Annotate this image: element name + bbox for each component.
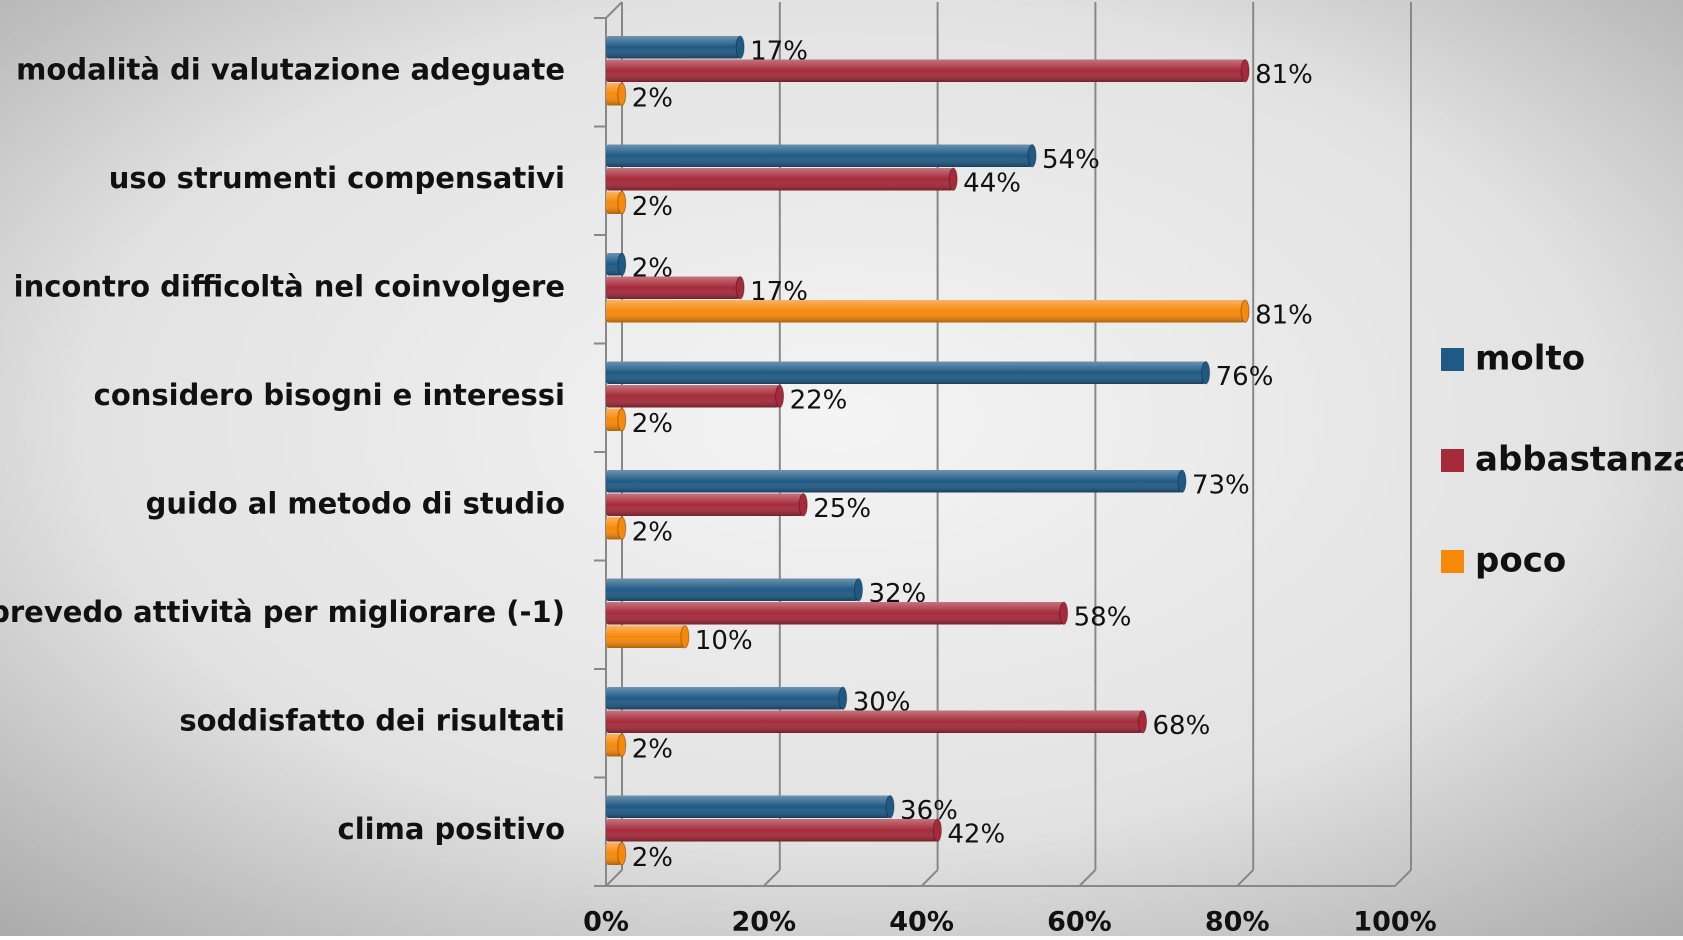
bar-cap bbox=[1240, 59, 1250, 83]
y-tick-label: guido al metodo di studio bbox=[146, 486, 565, 520]
bar-shade bbox=[606, 517, 622, 540]
bar-shade bbox=[606, 687, 843, 710]
y-tick-label: prevedo attività per migliorare (-1) bbox=[0, 595, 565, 629]
x-tick-label: 0% bbox=[583, 907, 629, 937]
bar-cap bbox=[1240, 299, 1250, 323]
bar-shade bbox=[606, 578, 859, 601]
legend-label: molto bbox=[1475, 339, 1585, 379]
bar-shade bbox=[606, 408, 622, 431]
bar-shade bbox=[606, 361, 1206, 384]
y-tick-label: modalità di valutazione adeguate bbox=[16, 52, 565, 86]
legend-swatch bbox=[1441, 348, 1464, 371]
tick-mark bbox=[1078, 869, 1097, 887]
bar-cap bbox=[798, 493, 808, 517]
bar-shade bbox=[606, 144, 1033, 167]
bar-cap bbox=[735, 276, 745, 300]
data-label: 2% bbox=[632, 734, 673, 764]
data-label: 73% bbox=[1192, 470, 1250, 500]
y-tick-label: incontro difficoltà nel coinvolgere bbox=[14, 269, 565, 303]
bar-cap bbox=[617, 733, 627, 757]
tick-mark bbox=[605, 869, 623, 887]
bar-shade bbox=[606, 276, 741, 299]
data-label: 54% bbox=[1042, 145, 1100, 175]
bar-cap bbox=[617, 516, 627, 540]
bar-shade bbox=[606, 191, 622, 214]
x-tick-label: 40% bbox=[889, 907, 954, 937]
bar-shade bbox=[606, 493, 804, 516]
bar-cap bbox=[948, 167, 958, 191]
data-label: 25% bbox=[813, 494, 871, 524]
bar-shade bbox=[606, 470, 1182, 493]
bar-cap bbox=[853, 578, 863, 602]
bar-cap bbox=[838, 686, 848, 710]
data-label: 81% bbox=[1255, 60, 1313, 90]
bar-cap bbox=[1138, 710, 1148, 734]
bar-cap bbox=[932, 818, 942, 842]
bar-cap bbox=[1201, 361, 1211, 385]
tick-mark bbox=[1236, 869, 1254, 887]
x-tick-label: 80% bbox=[1205, 907, 1270, 937]
tick-mark bbox=[763, 869, 781, 887]
bar-shade bbox=[606, 625, 685, 648]
bar-shade bbox=[606, 710, 1143, 733]
data-label: 58% bbox=[1074, 602, 1132, 632]
bar-cap bbox=[617, 82, 627, 106]
data-label: 81% bbox=[1255, 300, 1313, 330]
bar-shade bbox=[606, 602, 1064, 625]
y-tick-label: uso strumenti compensativi bbox=[109, 161, 565, 195]
data-label: 10% bbox=[695, 626, 753, 656]
bar-shade bbox=[606, 795, 891, 818]
y-tick-label: clima positivo bbox=[338, 812, 565, 846]
tick-mark bbox=[920, 869, 939, 887]
bar-cap bbox=[680, 625, 690, 649]
data-label: 68% bbox=[1153, 711, 1211, 741]
y-tick-label: soddisfatto dei risultati bbox=[179, 703, 565, 737]
bar-cap bbox=[1059, 601, 1069, 625]
bar-cap bbox=[617, 191, 627, 215]
bar-shade bbox=[606, 300, 1246, 323]
data-label: 2% bbox=[632, 517, 673, 547]
legend-swatch bbox=[1441, 550, 1464, 573]
data-label: 42% bbox=[947, 819, 1005, 849]
y-tick-label: considero bisogni e interessi bbox=[94, 378, 565, 412]
bar-shade bbox=[606, 59, 1246, 82]
data-label: 2% bbox=[632, 192, 673, 222]
data-label: 44% bbox=[963, 168, 1021, 198]
bar-cap bbox=[775, 384, 785, 408]
bar-shade bbox=[606, 842, 622, 865]
bar-shade bbox=[606, 83, 622, 106]
data-label: 2% bbox=[632, 843, 673, 873]
legend-label: abbastanza bbox=[1475, 440, 1683, 480]
bar-shade bbox=[606, 253, 622, 276]
x-tick-label: 60% bbox=[1047, 907, 1112, 937]
axis-wall bbox=[605, 1, 623, 19]
bar-cap bbox=[617, 252, 627, 276]
data-label: 2% bbox=[632, 83, 673, 113]
x-tick-label: 20% bbox=[731, 907, 796, 937]
data-label: 22% bbox=[790, 385, 848, 415]
bar-shade bbox=[606, 734, 622, 757]
tick-mark bbox=[1394, 869, 1412, 887]
bar-cap bbox=[1027, 144, 1037, 168]
bar-shade bbox=[606, 36, 741, 59]
bar-cap bbox=[617, 842, 627, 866]
legend-label: poco bbox=[1475, 541, 1566, 581]
legend-swatch bbox=[1441, 449, 1464, 472]
data-label: 2% bbox=[632, 409, 673, 439]
bar-cap bbox=[735, 35, 745, 59]
bar-shade bbox=[606, 385, 780, 408]
bar-cap bbox=[885, 795, 895, 819]
data-label: 76% bbox=[1216, 362, 1274, 392]
bar-cap bbox=[1177, 469, 1187, 493]
bar-shade bbox=[606, 819, 938, 842]
bar-cap bbox=[617, 408, 627, 432]
x-tick-label: 100% bbox=[1353, 907, 1436, 937]
bar-shade bbox=[606, 168, 954, 191]
